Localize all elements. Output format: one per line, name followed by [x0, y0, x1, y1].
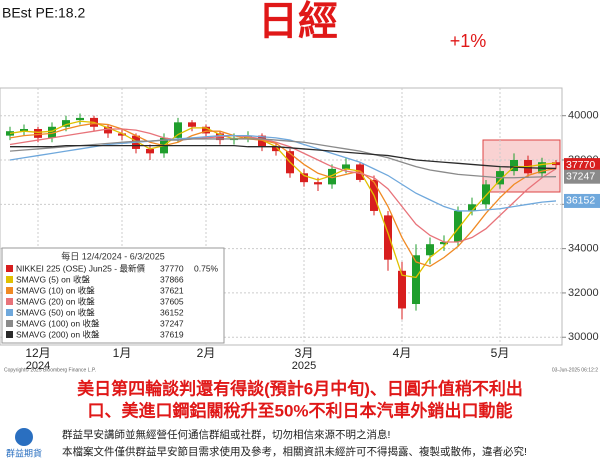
- y-tick-label: 30000: [568, 331, 599, 343]
- x-year-label: 2024: [26, 360, 50, 372]
- candle-body: [188, 122, 196, 127]
- legend-value: 37619: [160, 329, 184, 339]
- candle-body: [510, 160, 518, 172]
- candle-body: [454, 210, 462, 242]
- candle-body: [272, 146, 280, 152]
- legend-change: 0.75%: [194, 263, 219, 273]
- candle-body: [62, 120, 70, 127]
- price-tag-label: 37247: [566, 170, 595, 182]
- x-year-label: 2025: [292, 360, 316, 372]
- legend-value: 36152: [160, 307, 184, 317]
- candle-body: [20, 128, 28, 132]
- candle-body: [482, 184, 490, 205]
- candle-body: [34, 128, 42, 138]
- headline: 口、美進口鋼鋁關稅升至50%不利日本汽車外銷出口動能: [87, 400, 512, 420]
- legend-title: 每日 12/4/2024 - 6/3/2025: [61, 250, 165, 261]
- candle-body: [104, 126, 112, 134]
- x-tick-label: 3月: [295, 346, 314, 360]
- y-tick-label: 32000: [568, 287, 599, 299]
- legend-swatch: [6, 265, 13, 272]
- candle-body: [118, 133, 126, 136]
- candle-body: [398, 270, 406, 309]
- price-tag-label: 36152: [566, 195, 595, 207]
- highlight-box: [482, 139, 561, 193]
- price-tag: [564, 193, 600, 208]
- candle-body: [328, 168, 336, 185]
- x-tick-label: 5月: [491, 346, 510, 360]
- source: Copyright© 2025 Bloomberg Finance L.P.: [4, 366, 96, 373]
- moving-average-line: [9, 122, 557, 268]
- candle-body: [342, 164, 350, 169]
- pe-label: BEst PE:18.2: [2, 5, 85, 21]
- legend-label: SMAVG (50) on 收盤: [16, 307, 95, 317]
- legend-label: SMAVG (20) on 收盤: [16, 296, 95, 306]
- legend-value: 37247: [160, 318, 184, 328]
- legend-value: 37866: [160, 274, 184, 284]
- logo-icon: [15, 428, 33, 446]
- candle-body: [174, 122, 182, 138]
- legend-label: SMAVG (10) on 收盤: [16, 285, 95, 295]
- candle-body: [552, 162, 560, 166]
- timestamp: 03-Jun-2025 06:12:2: [552, 367, 598, 373]
- logo: 群益期貨: [6, 447, 42, 458]
- candle-body: [48, 126, 56, 138]
- x-tick-label: 12月: [25, 346, 50, 360]
- page-title: 日經: [258, 0, 338, 44]
- y-tick-label: 40000: [568, 110, 599, 122]
- legend-label: SMAVG (5) on 收盤: [16, 274, 90, 284]
- legend-swatch: [6, 276, 13, 283]
- moving-average-line: [9, 128, 557, 243]
- candle-body: [314, 182, 322, 185]
- change-label: +1%: [450, 31, 487, 51]
- x-tick-label: 2月: [197, 346, 216, 360]
- price-tag: [564, 158, 600, 173]
- legend-value: 37621: [160, 285, 184, 295]
- legend-box: [1, 247, 225, 344]
- price-tag-label: 37770: [566, 159, 595, 171]
- legend-label: SMAVG (200) on 收盤: [16, 329, 100, 339]
- legend-swatch: [6, 331, 13, 338]
- note: 本檔案文件僅供群益早安節目需求使用及參考，相關資訊未經許可不得揭露、複製或散佈，…: [62, 445, 527, 458]
- candle-body: [412, 255, 420, 305]
- legend-swatch: [6, 298, 13, 305]
- legend-swatch: [6, 309, 13, 316]
- y-tick-label: 34000: [568, 243, 599, 255]
- x-tick-label: 4月: [393, 346, 412, 360]
- candle-body: [440, 241, 448, 245]
- legend-value: 37770: [160, 263, 184, 273]
- candle-body: [146, 148, 154, 154]
- legend-label: NIKKEI 225 (OSE) Jun25 - 最新價: [16, 263, 145, 273]
- candle-body: [258, 135, 266, 147]
- candle-body: [426, 244, 434, 256]
- legend-label: SMAVG (100) on 收盤: [16, 318, 100, 328]
- candle-body: [76, 117, 84, 121]
- legend-swatch: [6, 320, 13, 327]
- note: 群益早安講師並無經營任何通信群組或社群，切勿相信來源不明之消息!: [62, 428, 390, 441]
- candle-body: [202, 126, 210, 134]
- x-tick-label: 1月: [113, 346, 132, 360]
- legend-swatch: [6, 287, 13, 294]
- candle-body: [468, 204, 476, 211]
- headline: 美日第四輪談判還有得談(預計6月中旬)、日圓升值稍不利出: [77, 378, 523, 398]
- legend-value: 37605: [160, 296, 184, 306]
- candle-body: [300, 173, 308, 183]
- price-tag: [564, 169, 600, 184]
- moving-average-line: [9, 138, 557, 179]
- moving-average-line: [10, 144, 557, 170]
- moving-average-line: [9, 120, 557, 279]
- candle-body: [384, 215, 392, 260]
